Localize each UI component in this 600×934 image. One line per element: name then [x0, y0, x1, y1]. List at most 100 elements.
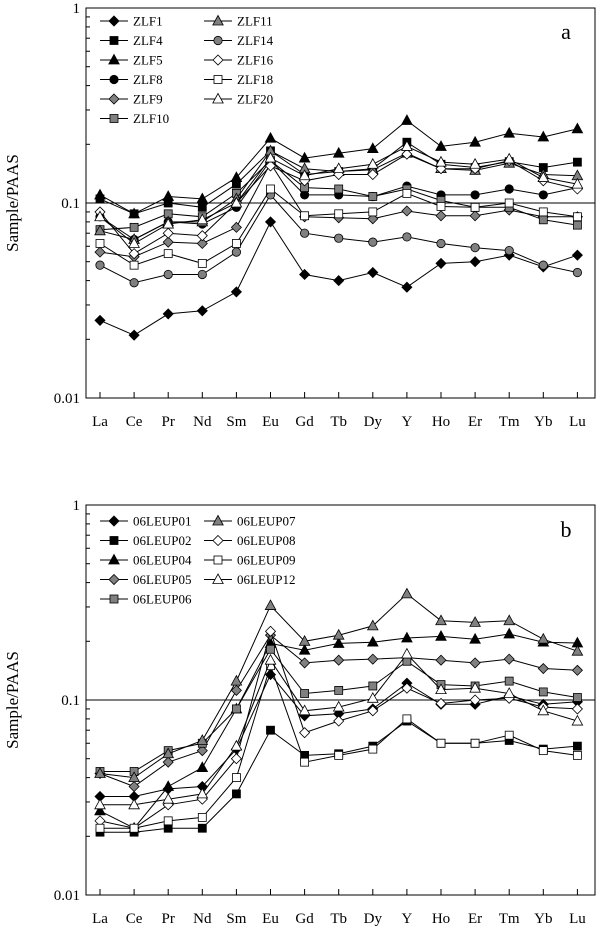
- x-tick-label-er-b: Er: [468, 911, 482, 927]
- x-ticks-b: [99, 889, 578, 895]
- point-zlf18-dy: [368, 207, 378, 217]
- legend-marker-06leup09: [213, 555, 223, 565]
- x-tick-label-tb-b: Tb: [330, 911, 347, 927]
- legend-entry-06leup08: 06LEUP08: [204, 533, 296, 548]
- point-zlf20-gd: [298, 169, 311, 181]
- legend-entry-06leup06: 06LEUP06: [100, 592, 192, 607]
- legend-marker-06leup06: [109, 594, 119, 604]
- point-06leup12-sm: [230, 739, 243, 751]
- point-zlf5-ho: [435, 140, 447, 151]
- point-zlf11-la: [94, 224, 106, 236]
- legend-label-zlf11: ZLF11: [237, 14, 273, 29]
- point-zlf14-y: [402, 232, 412, 242]
- point-zlf20-tb: [332, 162, 345, 174]
- point-zlf16-pr: [162, 227, 174, 239]
- point-06leup07-la: [94, 767, 106, 778]
- point-zlf14-dy: [368, 237, 378, 247]
- point-zlf1-gd: [299, 268, 311, 281]
- point-zlf18-gd: [300, 211, 310, 221]
- point-zlf5-dy: [366, 142, 379, 154]
- legend-label-06leup08: 06LEUP08: [237, 533, 296, 548]
- legend-label-06leup05: 06LEUP05: [133, 572, 192, 587]
- point-06leup05-pr: [162, 756, 174, 768]
- point-06leup05-ho: [435, 654, 447, 666]
- point-zlf20-y: [401, 140, 413, 151]
- point-zlf10-ce: [129, 222, 139, 232]
- y-tick-label-1-b: 1: [73, 498, 81, 514]
- point-zlf5-gd: [298, 151, 311, 163]
- point-06leup08-gd: [299, 727, 311, 739]
- x-ticks-a: [99, 392, 578, 398]
- point-zlf9-er: [469, 210, 481, 222]
- point-06leup09-dy: [368, 744, 378, 754]
- legend-marker-06leup12: [212, 573, 224, 584]
- point-zlf1-y: [401, 281, 413, 293]
- point-zlf14-la: [95, 260, 105, 270]
- legend-a: ZLF1 ZLF4 ZLF5 ZLF8 ZLF9 ZLF10 ZLF11 ZLF14 ZLF16…: [100, 14, 274, 126]
- point-06leup08-tb: [333, 715, 345, 727]
- point-zlf20-lu: [571, 177, 584, 189]
- point-zlf18-lu: [573, 212, 582, 222]
- x-tick-label-ho-b: Ho: [432, 911, 450, 927]
- point-06leup02-sm: [231, 789, 241, 799]
- legend-label-06leup12: 06LEUP12: [237, 572, 296, 587]
- point-zlf10-yb: [538, 215, 548, 225]
- legend-marker-zlf11: [212, 14, 224, 26]
- legend-label-06leup04: 06LEUP04: [133, 553, 192, 568]
- point-06leup09-tm: [504, 730, 514, 740]
- point-zlf20-ce: [128, 237, 140, 248]
- point-06leup08-y: [401, 682, 413, 694]
- point-06leup07-nd: [196, 734, 209, 745]
- y-tick-label-0.01-a: 0.01: [54, 391, 80, 407]
- legend-marker-zlf1: [108, 15, 120, 27]
- series-zlf14: [95, 190, 583, 288]
- point-06leup07-tm: [503, 614, 516, 626]
- point-zlf20-pr: [162, 217, 175, 229]
- point-zlf9-nd: [196, 237, 208, 250]
- legend-entry-zlf18: ZLF18: [204, 72, 273, 87]
- series-zlf5: [94, 114, 584, 219]
- point-zlf18-er: [470, 202, 480, 212]
- point-zlf1-sm: [230, 286, 242, 298]
- point-06leup08-ho: [435, 697, 447, 710]
- point-06leup12-eu: [264, 653, 277, 665]
- point-zlf4-lu: [573, 157, 582, 167]
- legend-entry-zlf10: ZLF10: [100, 111, 169, 126]
- point-06leup09-tb: [334, 750, 344, 760]
- point-zlf1-ho: [435, 257, 447, 269]
- point-zlf20-yb: [537, 171, 550, 182]
- legend-entry-06leup07: 06LEUP07: [204, 514, 296, 529]
- x-tick-label-yb-b: Yb: [534, 911, 552, 927]
- x-tick-label-ho-a: Ho: [432, 414, 450, 430]
- point-zlf5-eu: [264, 131, 277, 143]
- series-group-a: [94, 114, 584, 341]
- x-tick-label-ce-b: Ce: [126, 911, 143, 927]
- point-zlf14-gd: [299, 228, 310, 238]
- point-zlf5-sm: [230, 171, 243, 182]
- point-06leup07-dy: [366, 619, 379, 631]
- series-zlf20: [94, 140, 584, 248]
- legend-entry-zlf4: ZLF4: [100, 33, 163, 48]
- point-06leup07-gd: [298, 634, 311, 646]
- point-06leup09-ho: [436, 738, 446, 748]
- legend-label-zlf18: ZLF18: [237, 72, 273, 87]
- point-zlf5-tm: [503, 126, 516, 138]
- point-06leup08-sm: [230, 753, 242, 765]
- point-06leup04-ho: [435, 630, 447, 641]
- x-tick-label-tm-b: Tm: [499, 911, 520, 927]
- x-tick-label-yb-a: Yb: [534, 414, 552, 430]
- point-zlf18-eu: [266, 184, 275, 194]
- point-zlf14-er: [470, 243, 480, 253]
- point-06leup06-yb: [538, 687, 548, 697]
- legend-marker-zlf14: [213, 35, 223, 46]
- legend-label-zlf4: ZLF4: [133, 33, 163, 48]
- point-06leup12-tm: [503, 687, 516, 698]
- x-tick-label-tm-a: Tm: [499, 414, 520, 430]
- point-06leup12-lu: [571, 714, 584, 726]
- point-06leup09-yb: [538, 746, 548, 756]
- point-zlf1-er: [469, 256, 481, 268]
- point-06leup09-gd: [300, 757, 310, 767]
- point-zlf9-y: [401, 205, 413, 217]
- point-06leup09-nd: [197, 813, 207, 822]
- point-zlf14-ho: [436, 238, 446, 249]
